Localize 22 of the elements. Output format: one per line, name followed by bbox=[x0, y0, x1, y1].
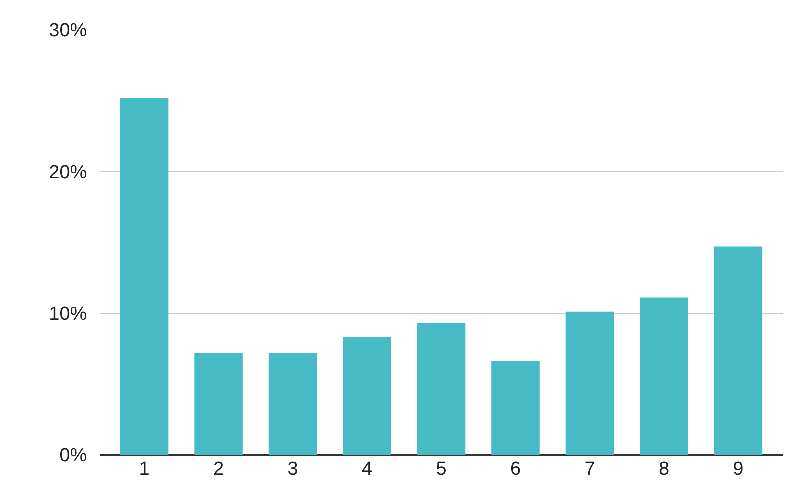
bar bbox=[417, 323, 466, 455]
y-tick-label: 30% bbox=[49, 20, 88, 42]
y-tick-label: 0% bbox=[60, 446, 88, 467]
x-tick-label: 1 bbox=[139, 459, 150, 480]
x-tick-label: 4 bbox=[362, 459, 373, 480]
y-tick-label: 20% bbox=[49, 162, 88, 184]
bar bbox=[714, 246, 763, 455]
x-tick-label: 5 bbox=[436, 459, 447, 480]
bar bbox=[343, 337, 392, 455]
bar bbox=[194, 353, 243, 455]
bar bbox=[566, 312, 614, 455]
x-tick-label: 7 bbox=[584, 459, 596, 480]
bar bbox=[492, 362, 540, 455]
bar bbox=[268, 353, 318, 455]
bar bbox=[640, 298, 688, 455]
x-tick-label: 3 bbox=[288, 459, 298, 480]
x-tick-label: 9 bbox=[733, 459, 744, 480]
bar bbox=[120, 98, 169, 455]
x-tick-label: 8 bbox=[658, 459, 670, 480]
y-tick-label: 10% bbox=[49, 304, 88, 325]
x-tick-label: 6 bbox=[510, 459, 522, 480]
x-tick-label: 2 bbox=[213, 459, 224, 480]
